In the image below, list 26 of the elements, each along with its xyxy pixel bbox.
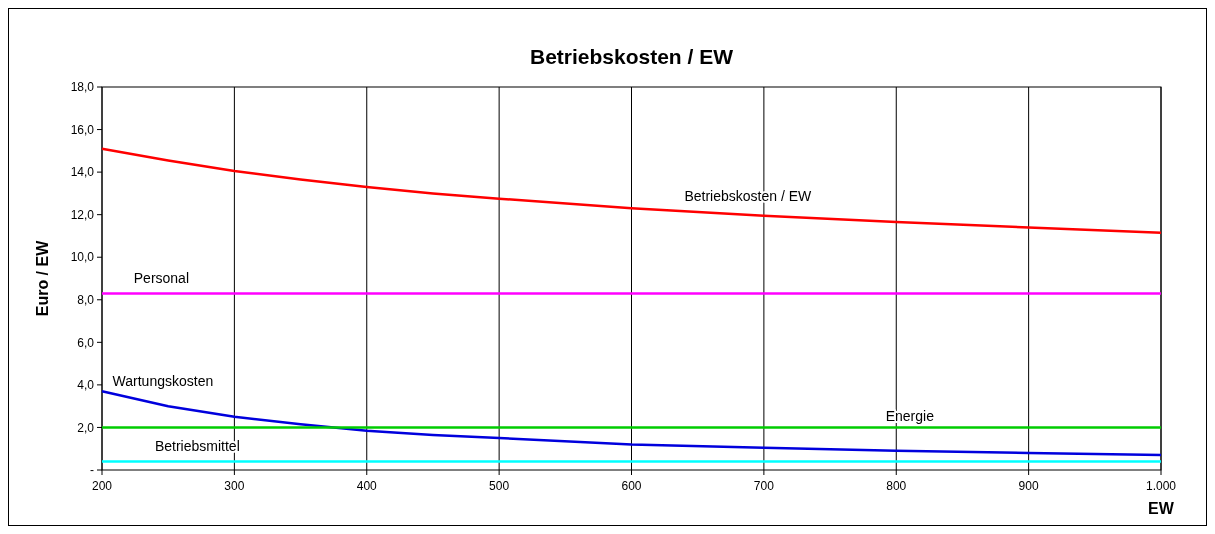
y-tick-label: 2,0 — [77, 420, 95, 435]
line-series — [100, 147, 1163, 234]
y-tick-label: 16,0 — [70, 122, 95, 137]
series-label: Wartungskosten — [112, 372, 214, 389]
x-tick-label: 500 — [489, 479, 510, 493]
x-tick-label: 200 — [91, 479, 113, 493]
chart-title: Betriebskosten / EW — [529, 45, 734, 68]
y-tick-label: 8,0 — [77, 292, 95, 307]
y-tick-label: 4,0 — [77, 378, 95, 393]
x-tick-label: 700 — [753, 479, 775, 493]
x-axis-title: EW — [1148, 500, 1175, 517]
y-tick-label: - — [90, 463, 94, 478]
line-series — [100, 390, 1163, 457]
y-tick-label: 6,0 — [77, 335, 95, 350]
x-tick-label: 400 — [356, 479, 378, 493]
series-label: Personal — [133, 270, 190, 287]
y-tick-label: 14,0 — [70, 165, 95, 180]
y-tick-label: 12,0 — [70, 207, 95, 222]
y-tick-label: 18,0 — [70, 80, 95, 95]
y-tick-label: 10,0 — [70, 250, 95, 265]
x-tick-label: 600 — [621, 479, 642, 493]
x-tick-label: 800 — [886, 479, 907, 493]
x-tick-label: 300 — [224, 479, 245, 493]
x-tick-label: 900 — [1018, 479, 1039, 493]
x-tick-label: 1.000 — [1145, 479, 1177, 493]
y-axis-title: Euro / EW — [34, 239, 51, 317]
